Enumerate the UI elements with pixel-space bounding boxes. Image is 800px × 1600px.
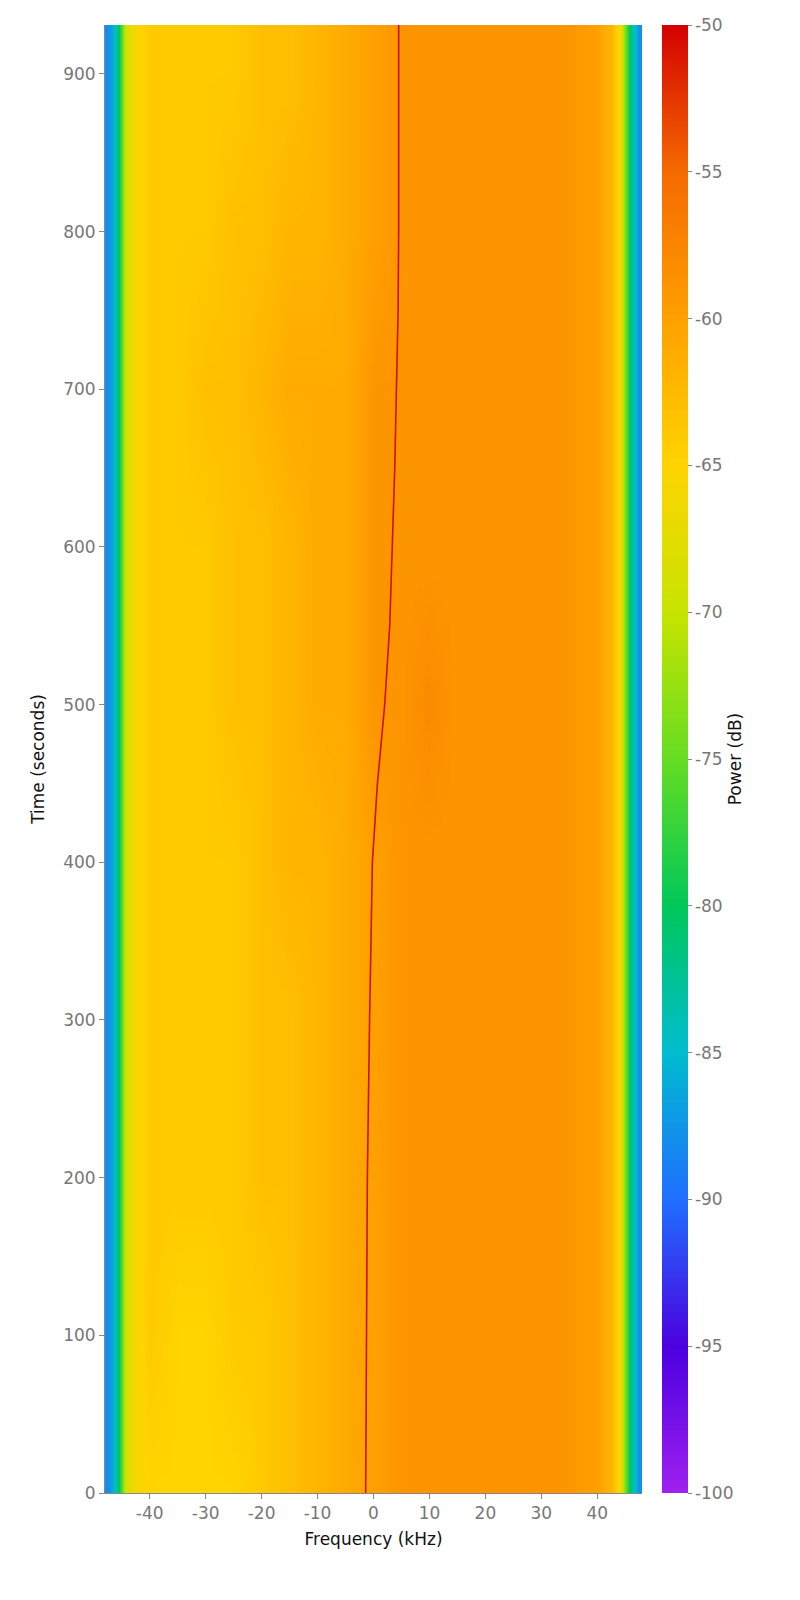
- svg-text:-40: -40: [136, 1503, 164, 1523]
- svg-text:-55: -55: [695, 162, 723, 182]
- svg-text:400: 400: [63, 852, 95, 872]
- svg-text:-65: -65: [695, 455, 723, 475]
- svg-text:10: 10: [419, 1503, 441, 1523]
- svg-text:Power (dB): Power (dB): [725, 713, 745, 806]
- svg-text:-85: -85: [695, 1043, 723, 1063]
- svg-text:-100: -100: [695, 1483, 734, 1503]
- svg-text:Frequency (kHz): Frequency (kHz): [304, 1529, 442, 1549]
- svg-text:800: 800: [63, 222, 95, 242]
- svg-text:700: 700: [63, 379, 95, 399]
- svg-text:Time (seconds): Time (seconds): [28, 694, 48, 825]
- svg-text:900: 900: [63, 64, 95, 84]
- svg-text:300: 300: [63, 1010, 95, 1030]
- svg-text:0: 0: [368, 1503, 379, 1523]
- svg-text:40: 40: [586, 1503, 608, 1523]
- svg-text:-80: -80: [695, 896, 723, 916]
- svg-text:-10: -10: [304, 1503, 332, 1523]
- svg-text:-20: -20: [248, 1503, 276, 1523]
- svg-text:600: 600: [63, 537, 95, 557]
- svg-text:500: 500: [63, 695, 95, 715]
- svg-text:0: 0: [85, 1483, 96, 1503]
- svg-text:-60: -60: [695, 309, 723, 329]
- svg-text:30: 30: [530, 1503, 552, 1523]
- svg-text:-50: -50: [695, 15, 723, 35]
- svg-text:-30: -30: [192, 1503, 220, 1523]
- svg-text:-75: -75: [695, 749, 723, 769]
- svg-text:20: 20: [475, 1503, 497, 1523]
- svg-text:-95: -95: [695, 1336, 723, 1356]
- svg-text:-90: -90: [695, 1189, 723, 1209]
- svg-text:100: 100: [63, 1325, 95, 1345]
- svg-text:-70: -70: [695, 602, 723, 622]
- svg-text:200: 200: [63, 1168, 95, 1188]
